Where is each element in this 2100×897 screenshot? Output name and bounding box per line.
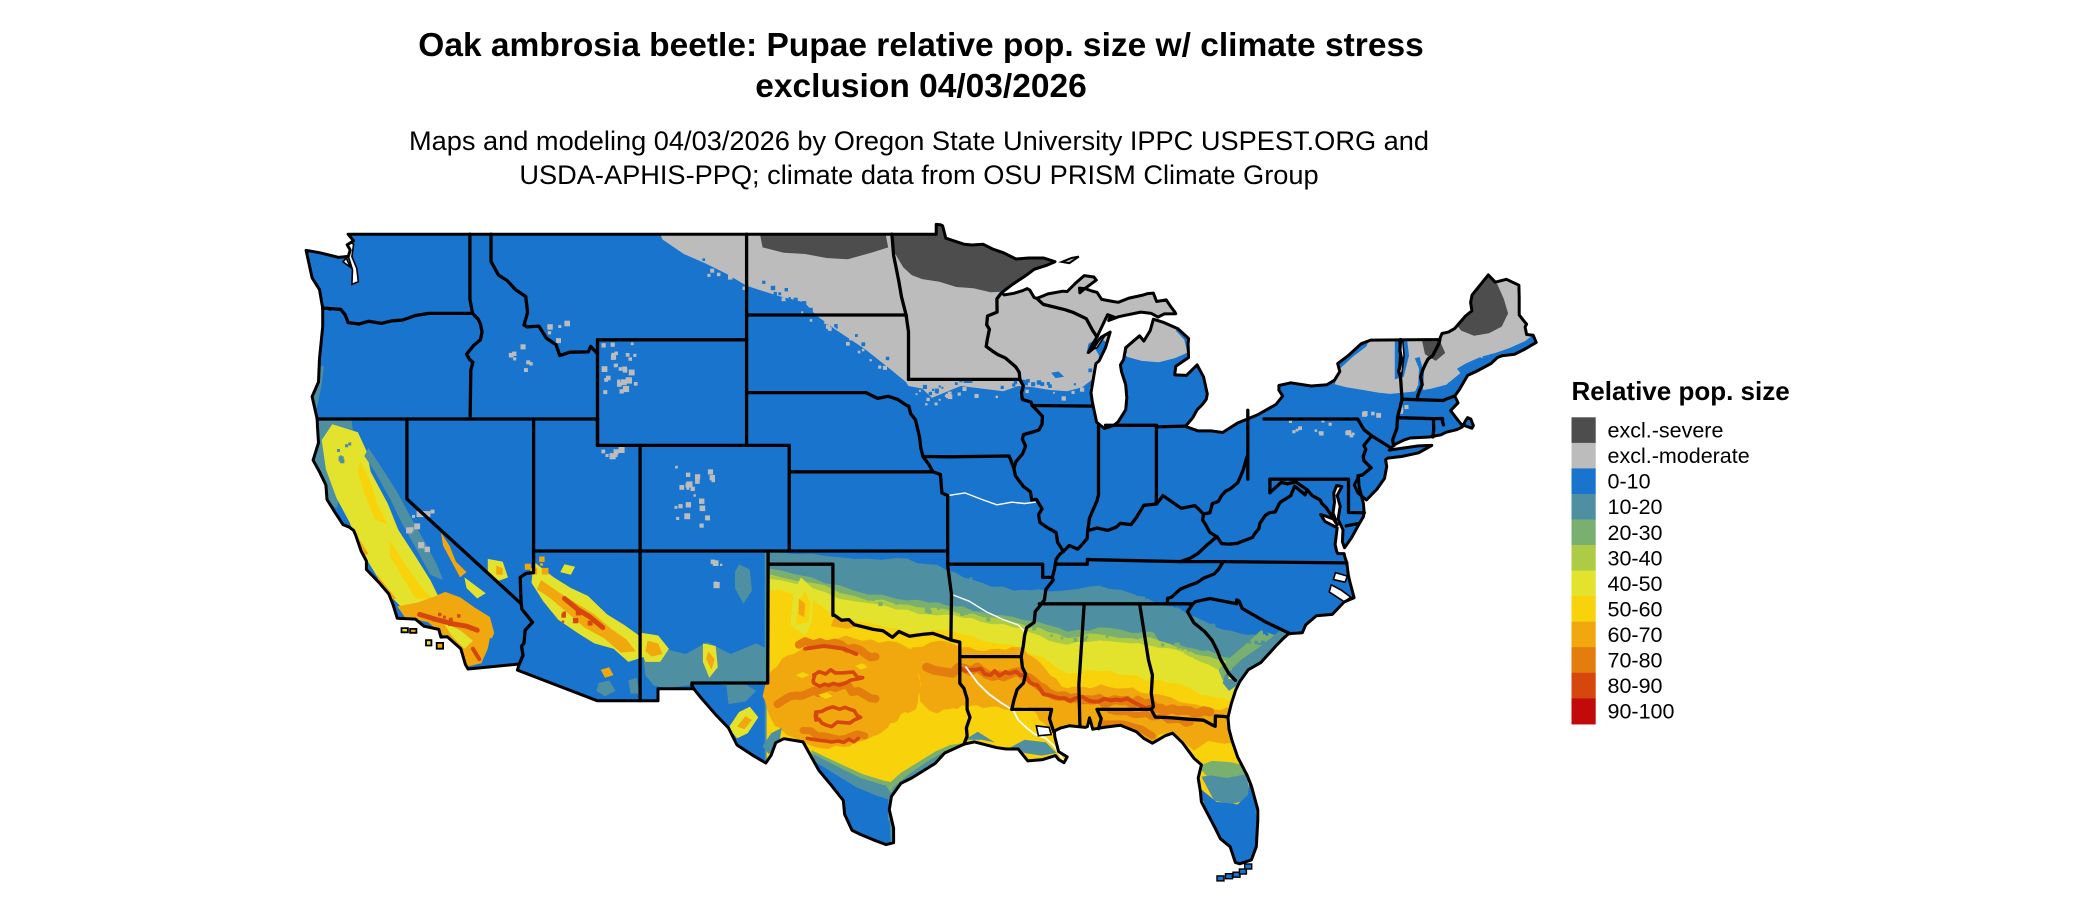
svg-text:50-60: 50-60 <box>1608 597 1663 621</box>
svg-text:60-70: 60-70 <box>1608 623 1663 647</box>
svg-text:excl.-moderate: excl.-moderate <box>1608 444 1750 468</box>
svg-text:40-50: 40-50 <box>1608 572 1663 596</box>
svg-text:Oak ambrosia beetle: Pupae rel: Oak ambrosia beetle: Pupae relative pop.… <box>418 27 1423 64</box>
svg-text:30-40: 30-40 <box>1608 546 1663 570</box>
svg-text:exclusion 04/03/2026: exclusion 04/03/2026 <box>755 68 1087 105</box>
svg-text:20-30: 20-30 <box>1608 521 1663 545</box>
svg-text:80-90: 80-90 <box>1608 674 1663 698</box>
svg-text:Maps and modeling 04/03/2026 b: Maps and modeling 04/03/2026 by Oregon S… <box>409 125 1429 156</box>
svg-text:USDA-APHIS-PPQ; climate data f: USDA-APHIS-PPQ; climate data from OSU PR… <box>519 159 1318 190</box>
svg-text:Relative pop. size: Relative pop. size <box>1572 376 1790 406</box>
svg-text:excl.-severe: excl.-severe <box>1608 419 1724 443</box>
svg-text:70-80: 70-80 <box>1608 649 1663 673</box>
svg-text:0-10: 0-10 <box>1608 470 1651 494</box>
svg-text:10-20: 10-20 <box>1608 495 1663 519</box>
svg-text:90-100: 90-100 <box>1608 700 1675 724</box>
